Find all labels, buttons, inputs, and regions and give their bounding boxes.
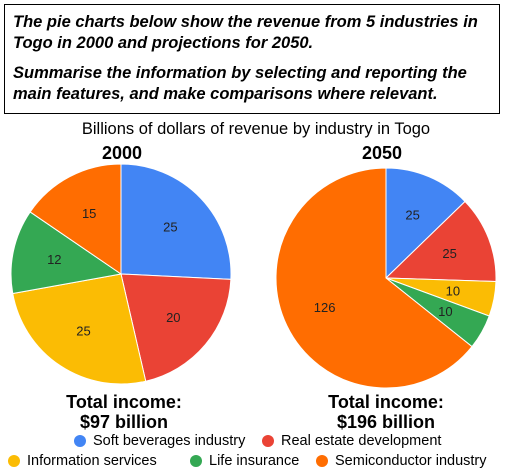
legend-item-real-estate: Real estate development bbox=[262, 433, 441, 449]
legend-label-real-estate: Real estate development bbox=[281, 433, 442, 449]
legend-dot-semiconductor bbox=[316, 455, 328, 467]
legend-row-2: Information services Life insurance Semi… bbox=[0, 453, 512, 473]
legend-dot-information-services bbox=[8, 455, 20, 467]
legend-label-life-insurance: Life insurance bbox=[209, 453, 300, 469]
total-2000-value: $97 billion bbox=[79, 412, 169, 432]
pie-2050-label-soft-beverages: 25 bbox=[405, 208, 419, 223]
pie-2050-label-life-insurance: 10 bbox=[438, 304, 452, 319]
total-2000: Total income: $97 billion bbox=[24, 392, 224, 432]
legend-item-life-insurance: Life insurance bbox=[190, 453, 299, 469]
legend-label-information-services: Information services bbox=[27, 453, 157, 469]
pie-2000-subtitle: 2000 bbox=[102, 143, 143, 163]
pie-2050-subtitle: 2050 bbox=[362, 143, 403, 163]
pie-2050-slice-soft-beverages bbox=[385, 167, 466, 280]
pie-2000-label-information-services: 25 bbox=[76, 323, 90, 338]
total-2050-value: $196 billion bbox=[336, 412, 436, 432]
pie-2050-slice-semiconductor bbox=[275, 167, 473, 389]
task-prompt-box: The pie charts below show the revenue fr… bbox=[4, 4, 500, 114]
pie-2000: 25 20 25 12 15 bbox=[10, 163, 232, 385]
legend-dot-soft-beverages bbox=[74, 435, 86, 447]
legend: Soft beverages industry Real estate deve… bbox=[0, 433, 512, 473]
legend-dot-real-estate bbox=[262, 435, 274, 447]
pie-2050-slice-real-estate bbox=[384, 200, 497, 283]
pie-2000-label-life-insurance: 12 bbox=[47, 252, 61, 267]
legend-label-soft-beverages: Soft beverages industry bbox=[93, 433, 246, 449]
pie-2000-label-real-estate: 20 bbox=[166, 310, 180, 325]
pie-2000-slice-information-services bbox=[12, 273, 147, 385]
pie-2000-label-soft-beverages: 25 bbox=[163, 220, 177, 235]
legend-item-semiconductor: Semiconductor industry bbox=[316, 453, 487, 469]
pie-2000-slice-life-insurance bbox=[10, 211, 123, 295]
legend-item-soft-beverages: Soft beverages industry bbox=[74, 433, 245, 449]
prompt-line-1: The pie charts below show the revenue fr… bbox=[13, 13, 478, 52]
legend-label-semiconductor: Semiconductor industry bbox=[335, 453, 487, 469]
pie-2050-label-semiconductor: 126 bbox=[314, 300, 336, 315]
pie-2050: 25 25 10 10 126 bbox=[275, 167, 497, 389]
pie-2050-label-real-estate: 25 bbox=[442, 246, 456, 261]
prompt-line-2: Summarise the information by selecting a… bbox=[13, 64, 467, 103]
legend-dot-life-insurance bbox=[190, 455, 202, 467]
legend-item-information-services: Information services bbox=[8, 453, 157, 469]
pie-2000-slice-real-estate bbox=[120, 273, 232, 382]
total-2000-label: Total income: bbox=[66, 392, 182, 412]
pie-2050-label-information-services: 10 bbox=[446, 284, 460, 299]
total-2050-label: Total income: bbox=[328, 392, 444, 412]
pie-2000-label-semiconductor: 15 bbox=[82, 206, 96, 221]
chart-title: Billions of dollars of revenue by indust… bbox=[81, 120, 431, 138]
pie-2000-slice-semiconductor bbox=[29, 163, 122, 275]
pie-2000-slice-soft-beverages bbox=[120, 163, 232, 280]
legend-row-1: Soft beverages industry Real estate deve… bbox=[0, 433, 512, 453]
total-2050: Total income: $196 billion bbox=[286, 392, 486, 432]
